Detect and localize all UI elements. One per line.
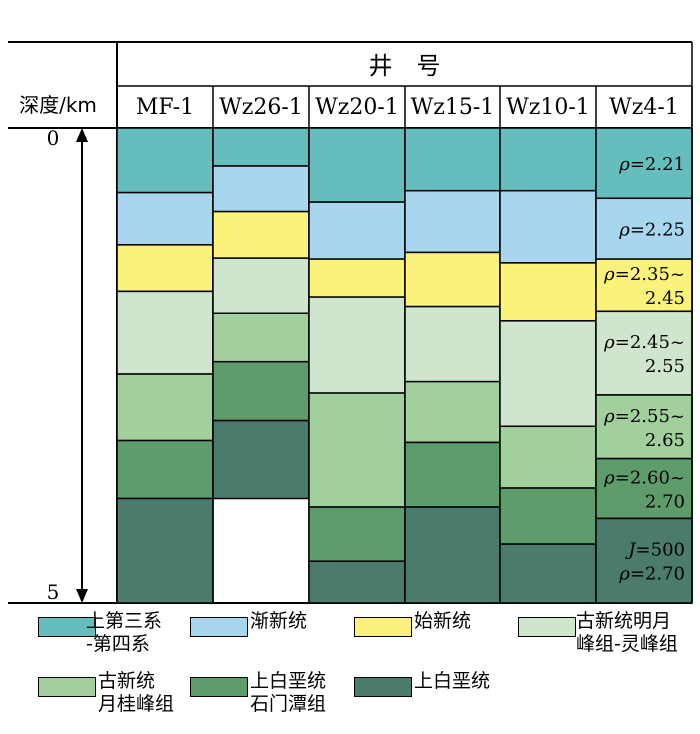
legend-label: 上白垩统 石门潭组: [250, 670, 327, 715]
legend-label: 古新统明月 峰组-灵峰组: [576, 610, 678, 655]
strata-segment: [116, 127, 214, 194]
strata-segment: [116, 373, 214, 442]
strata-segment: [308, 560, 406, 604]
legend-swatch: [518, 617, 576, 637]
strata-segment: [404, 506, 501, 604]
strata-segment: [595, 310, 693, 396]
strata-segment: [212, 312, 310, 363]
legend-swatch: [354, 617, 412, 637]
strata-segment: [212, 165, 310, 213]
well-name: Wz4-1: [609, 95, 679, 120]
well-name: MF-1: [136, 95, 194, 120]
depth-tick-label: 5: [47, 580, 60, 604]
density-label: ρ=2.70: [618, 564, 685, 585]
density-label: 2.65: [645, 430, 685, 451]
legend-label: 渐新统: [250, 610, 308, 632]
depth-arrow-head-top: [76, 128, 88, 142]
strata-segment: [308, 296, 406, 394]
well-name: Wz26-1: [219, 95, 303, 120]
density-label: ρ=2.21: [618, 154, 685, 175]
strata-segment: [499, 320, 597, 428]
density-label: 2.45: [645, 288, 685, 309]
density-label: J=500: [624, 540, 685, 561]
strata-segment: [499, 543, 597, 604]
legend-swatch: [38, 617, 96, 637]
strata-segment: [404, 251, 501, 308]
legend: 上第三系 -第四系 渐新统 始新统 古新统明月 峰组-灵峰组古新统 月桂峰组 上白垩统 …: [0, 604, 700, 734]
density-label: 2.55: [645, 356, 685, 377]
strata-segment: [499, 425, 597, 489]
strata-segment: [308, 506, 406, 562]
strata-segment: [499, 262, 597, 322]
legend-label: 古新统 月桂峰组: [98, 670, 175, 715]
strata-segment: [595, 394, 693, 460]
strata-segment: [404, 441, 501, 508]
legend-label: 始新统: [414, 610, 472, 632]
legend-swatch: [190, 677, 248, 697]
strata-segment: [212, 257, 310, 314]
legend-swatch: [190, 617, 248, 637]
strata-segment: [308, 201, 406, 260]
strata-segment: [308, 127, 406, 203]
legend-swatch: [354, 677, 412, 697]
density-label: ρ=2.25: [618, 220, 685, 241]
strata-segment: [116, 439, 214, 500]
strata-segment: [308, 392, 406, 508]
depth-axis-label: 深度/km: [19, 93, 97, 117]
density-label: 2.70: [645, 492, 685, 513]
strata-segment: [212, 419, 310, 500]
strata-segment: [595, 457, 693, 520]
strata-segment: [212, 127, 310, 167]
density-label: ρ=2.35~: [603, 264, 685, 285]
strata-segment: [499, 189, 597, 264]
strata-segment: [404, 189, 501, 254]
well-name: Wz10-1: [506, 95, 590, 120]
well-name: Wz20-1: [315, 95, 399, 120]
density-label: ρ=2.55~: [603, 406, 685, 427]
legend-label: 上白垩统: [414, 670, 491, 692]
density-label: ρ=2.45~: [603, 332, 685, 353]
well-name: Wz15-1: [411, 95, 495, 120]
density-label: ρ=2.60~: [603, 468, 685, 489]
strata-segment: [404, 380, 501, 444]
strata-segment: [308, 258, 406, 298]
strata-segment: [212, 210, 310, 259]
header-title: 井 号: [369, 52, 441, 80]
legend-label: 上第三系 -第四系: [86, 610, 163, 655]
strata-segment: [595, 517, 693, 604]
depth-arrow-head-bottom: [76, 589, 88, 603]
legend-swatch: [38, 677, 96, 697]
strata-segment: [116, 290, 214, 375]
strata-segment: [499, 487, 597, 545]
depth-tick-label: 0: [47, 126, 60, 150]
strata-segment: [404, 127, 501, 192]
strata-segment: [499, 127, 597, 192]
strata-segment: [116, 191, 214, 246]
strata-segment: [116, 497, 214, 604]
strata-segment: [212, 360, 310, 422]
strata-segment: [116, 244, 214, 293]
strata-segment: [404, 305, 501, 383]
